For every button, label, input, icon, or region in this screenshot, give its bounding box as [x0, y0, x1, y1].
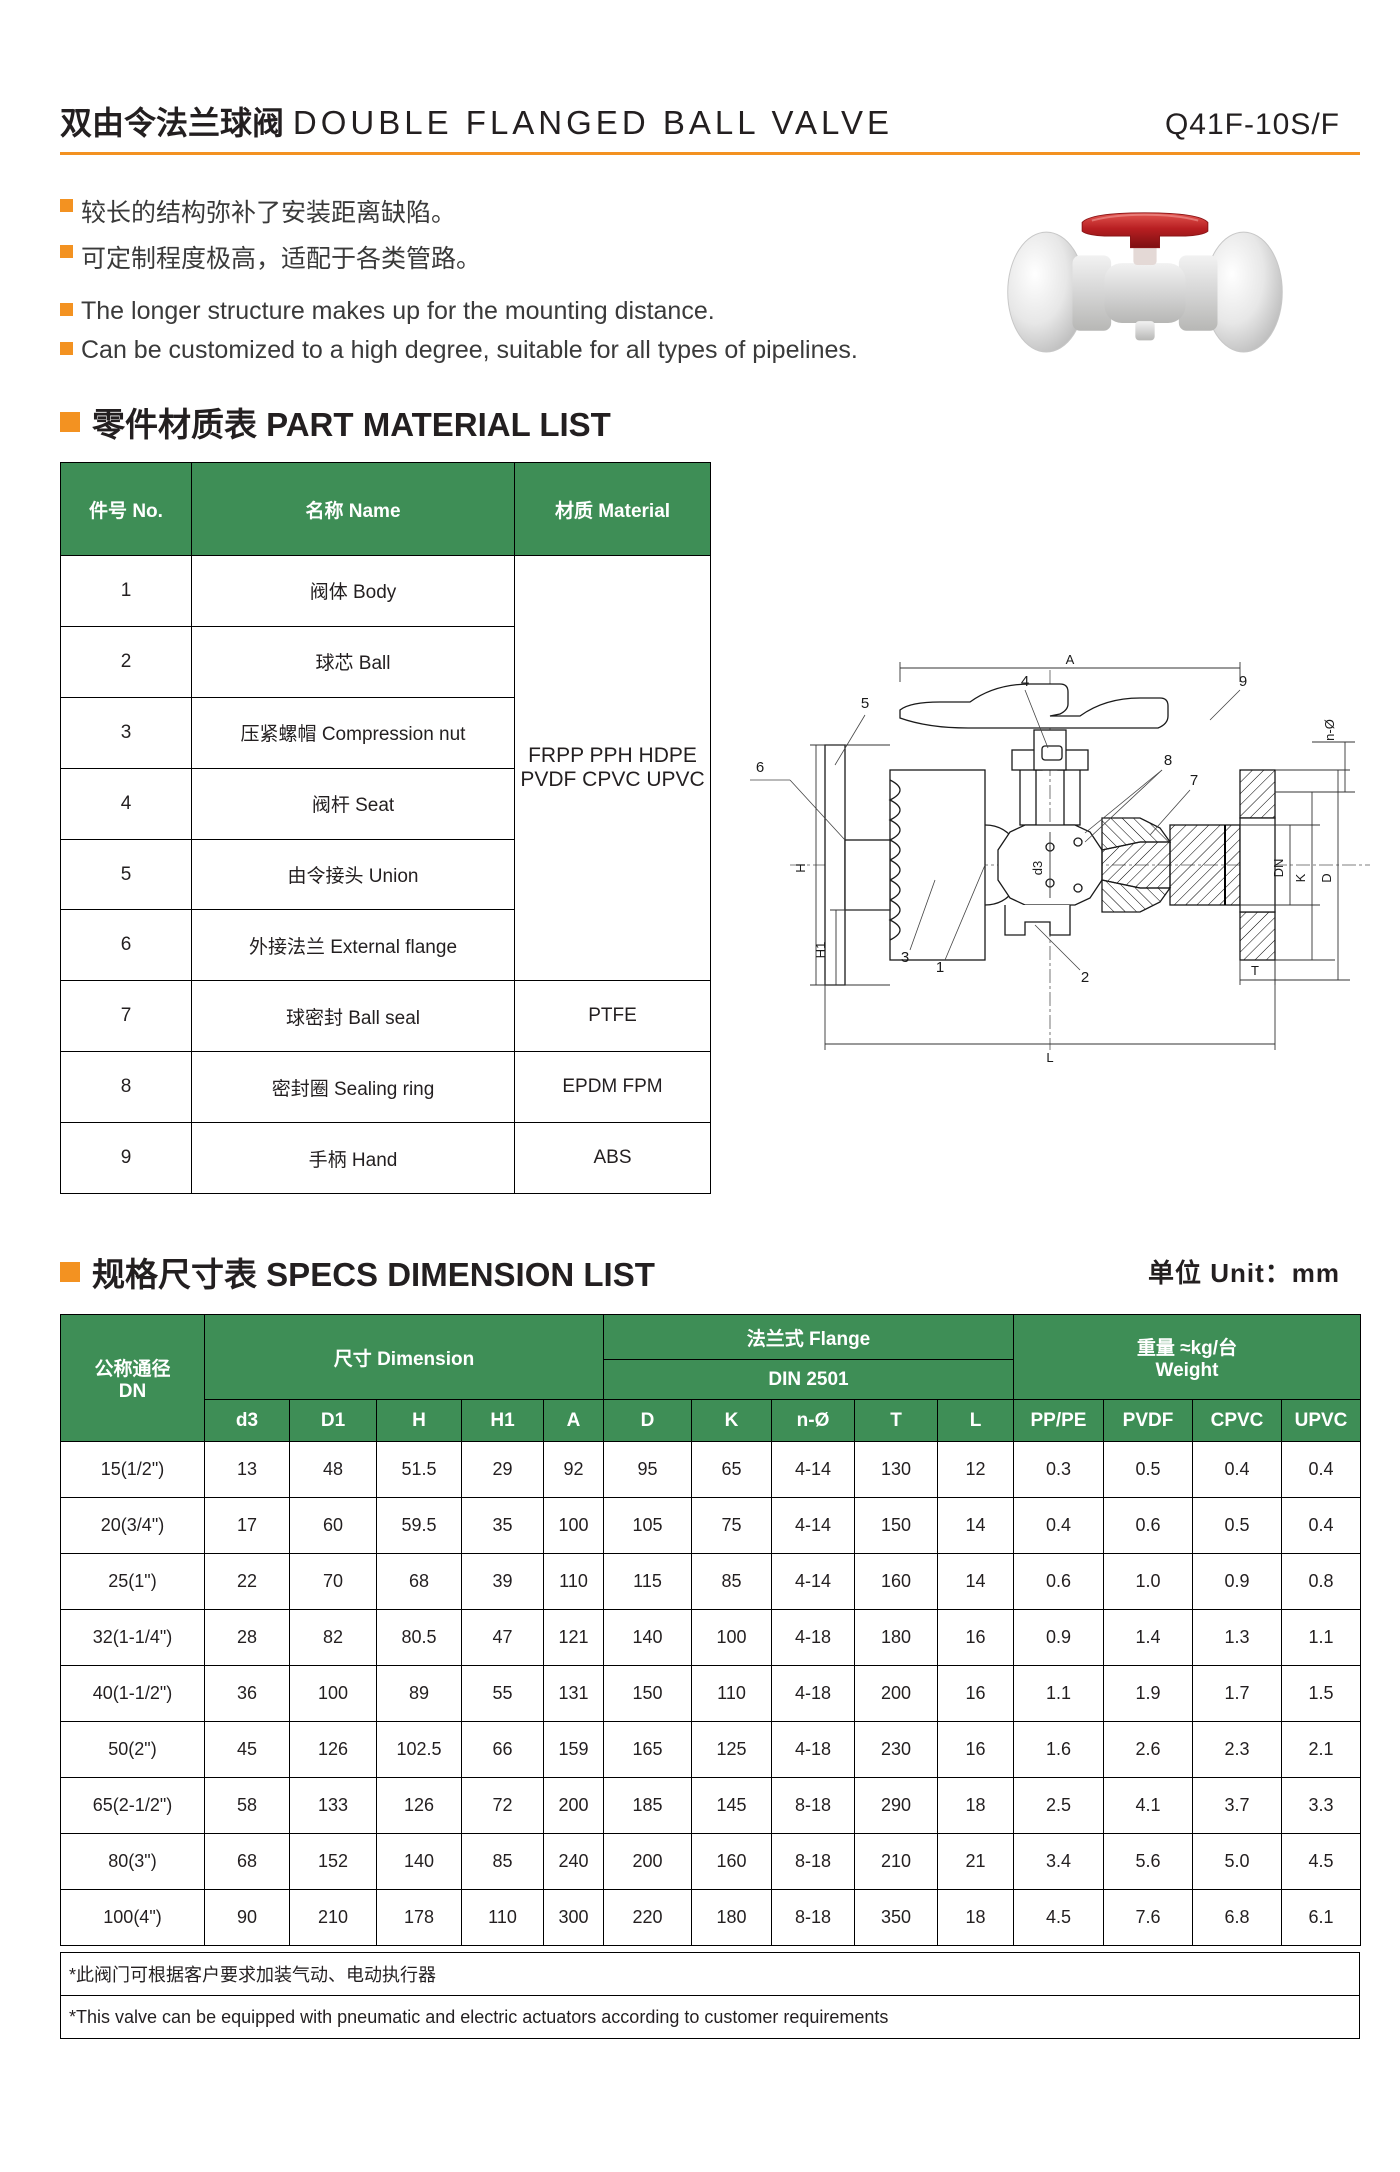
svg-text:L: L — [1046, 1050, 1053, 1065]
svg-text:4: 4 — [1021, 673, 1029, 690]
svg-text:6: 6 — [756, 759, 764, 776]
svg-text:7: 7 — [1190, 772, 1198, 789]
svg-text:2: 2 — [1081, 969, 1089, 986]
svg-text:A: A — [1066, 652, 1075, 667]
svg-text:D: D — [1319, 873, 1334, 882]
svg-text:5: 5 — [861, 695, 869, 712]
svg-text:8: 8 — [1164, 752, 1172, 769]
svg-text:T: T — [1251, 963, 1259, 978]
svg-text:H1: H1 — [813, 942, 828, 959]
svg-text:d3: d3 — [1030, 861, 1045, 875]
svg-text:H: H — [793, 863, 808, 872]
svg-text:n-Ø: n-Ø — [1322, 719, 1337, 741]
svg-text:3: 3 — [901, 949, 909, 966]
svg-text:DN: DN — [1271, 859, 1286, 878]
svg-text:1: 1 — [936, 959, 944, 976]
svg-text:K: K — [1293, 873, 1308, 882]
